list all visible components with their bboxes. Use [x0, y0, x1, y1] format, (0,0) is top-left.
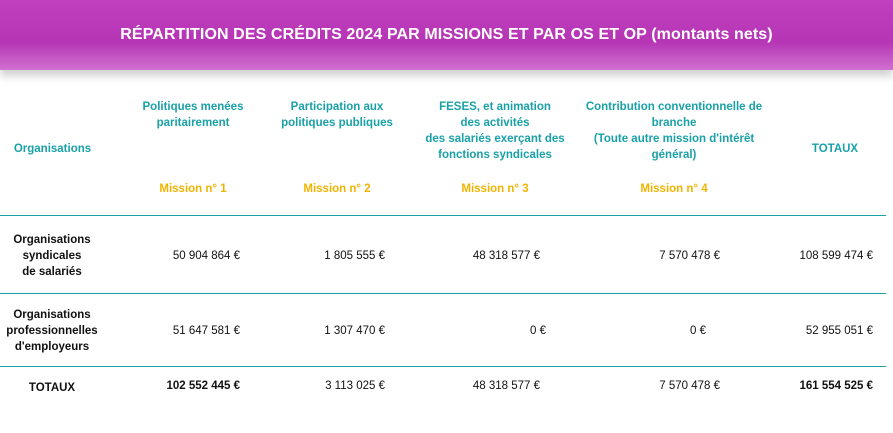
header-line: (Toute autre mission d'intérêt	[593, 133, 755, 145]
header-line: Contribution conventionnelle de	[585, 101, 763, 113]
cell-r1-m2: 1 805 555 €	[324, 250, 385, 262]
header-divider	[0, 215, 886, 216]
row-label-line: professionnelles	[6, 325, 98, 337]
cell-r1-total: 108 599 474 €	[799, 250, 873, 262]
cell-r2-total: 52 955 051 €	[805, 325, 873, 337]
row-label-line: Organisations	[13, 234, 91, 246]
cell-r1-m1: 50 904 864 €	[172, 250, 240, 262]
header-line: fonctions syndicales	[438, 149, 552, 161]
header-mission-3: FESES, et animation des activités des sa…	[410, 99, 580, 163]
total-m3: 48 318 577 €	[472, 380, 540, 392]
title-banner: RÉPARTITION DES CRÉDITS 2024 PAR MISSION…	[0, 0, 893, 70]
total-m2: 3 113 025 €	[325, 380, 385, 392]
cell-r2-m1: 51 647 581 €	[172, 325, 240, 337]
header-line: branche	[651, 117, 697, 129]
header-line: politiques publiques	[281, 117, 393, 129]
header-organisations: Organisations	[0, 141, 105, 157]
grand-total: 161 554 525 €	[799, 380, 873, 392]
header-line: paritairement	[156, 117, 230, 129]
row-label-line: syndicales	[22, 250, 82, 262]
total-m4: 7 570 478 €	[659, 380, 720, 392]
row-label-line: Organisations	[13, 309, 91, 321]
row-divider	[0, 366, 886, 367]
row-label-line: de salariés	[22, 266, 82, 278]
row-label-line: d'employeurs	[14, 341, 90, 353]
header-mission-1: Politiques menées paritairement	[118, 99, 268, 131]
row-label-salaries: Organisations syndicales de salariés	[0, 232, 104, 280]
header-organisations-label: Organisations	[13, 143, 92, 155]
row-label-employeurs: Organisations professionnelles d'employe…	[0, 307, 104, 355]
header-totaux-label: TOTAUX	[811, 143, 859, 155]
header-totaux: TOTAUX	[785, 141, 885, 157]
mission-number-1: Mission n° 1	[159, 183, 227, 195]
header-line: des activités	[460, 117, 530, 129]
total-m1: 102 552 445 €	[166, 380, 240, 392]
header-line: Participation aux	[290, 101, 384, 113]
row-divider	[0, 293, 886, 294]
header-line: Politiques menées	[142, 101, 244, 113]
header-line: des salariés exerçant des	[425, 133, 565, 145]
cell-r2-m3: 0 €	[530, 325, 546, 337]
cell-r1-m4: 7 570 478 €	[659, 250, 720, 262]
cell-r2-m4: 0 €	[690, 325, 706, 337]
mission-number-3: Mission n° 3	[461, 183, 529, 195]
totals-label: TOTAUX	[28, 382, 76, 394]
cell-r1-m3: 48 318 577 €	[472, 250, 540, 262]
page-title: RÉPARTITION DES CRÉDITS 2024 PAR MISSION…	[120, 26, 773, 43]
mission-number-2: Mission n° 2	[303, 183, 371, 195]
mission-number-4: Mission n° 4	[640, 183, 708, 195]
cell-r2-m2: 1 307 470 €	[324, 325, 385, 337]
header-line: FESES, et animation	[439, 101, 551, 113]
header-mission-4: Contribution conventionnelle de branche …	[574, 99, 774, 163]
header-line: général)	[651, 149, 697, 161]
header-mission-2: Participation aux politiques publiques	[262, 99, 412, 131]
